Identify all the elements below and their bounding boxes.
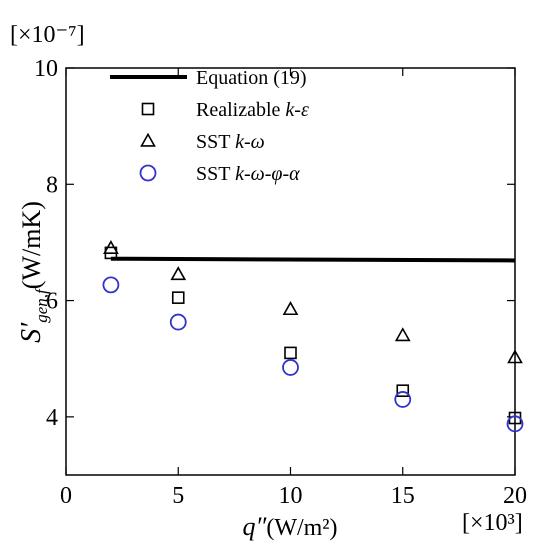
data-point-triangle	[282, 301, 299, 316]
y-tick-label: 4	[46, 405, 58, 431]
legend: Equation (19) Realizable k-ε SST k-ω SST k-…	[110, 67, 309, 185]
legend-swatch-circle	[139, 164, 157, 182]
legend-label: Equation (19)	[196, 67, 307, 89]
data-point-triangle	[170, 266, 187, 281]
y-axis-subscript: gen,f	[32, 287, 51, 323]
data-point-square	[284, 346, 297, 360]
y-tick-label: 6	[46, 289, 58, 315]
x-axis-unit: (W/m²)	[266, 515, 337, 541]
y-axis-symbol: S′	[16, 322, 47, 343]
data-point-triangle	[103, 240, 119, 254]
data-point-triangle	[507, 349, 523, 364]
x-tick-label: 0	[60, 483, 72, 509]
data-point-circle	[506, 415, 524, 433]
axis-ticks: 0 5 10 15 20 4 6 8 10	[34, 56, 527, 509]
legend-swatch-triangle	[140, 132, 156, 147]
x-tick-label: 10	[279, 483, 303, 509]
x-multiplier: [×10³]	[462, 510, 523, 536]
data-point-circle	[282, 359, 299, 376]
series-line-equation	[110, 256, 516, 263]
x-tick-label: 20	[503, 483, 527, 509]
y-axis-unit: (W/mK)	[17, 201, 46, 289]
data-point-square	[396, 384, 410, 397]
legend-label: SST k-ω-φ-α	[196, 163, 300, 185]
x-tick-label: 5	[172, 483, 184, 509]
data-point-circle	[169, 313, 187, 331]
y-tick-label: 8	[46, 172, 58, 198]
data-point-square	[171, 291, 185, 304]
legend-label: Realizable k-ε	[196, 99, 309, 121]
series-marks	[102, 240, 524, 433]
x-axis-symbol: q″	[242, 512, 267, 541]
x-tick-label: 15	[391, 483, 415, 509]
y-multiplier: [×10⁻⁷]	[10, 22, 85, 48]
x-axis-label: q″(W/m²)	[242, 512, 337, 541]
y-axis-label: S′gen,f(W/mK)	[16, 201, 51, 343]
data-point-triangle	[394, 327, 411, 342]
data-point-circle	[394, 391, 412, 408]
legend-label: SST k-ω	[196, 131, 265, 153]
legend-swatch-square	[141, 102, 155, 116]
y-tick-label: 10	[34, 56, 58, 82]
data-point-circle	[102, 276, 120, 294]
plot-frame	[65, 67, 516, 476]
